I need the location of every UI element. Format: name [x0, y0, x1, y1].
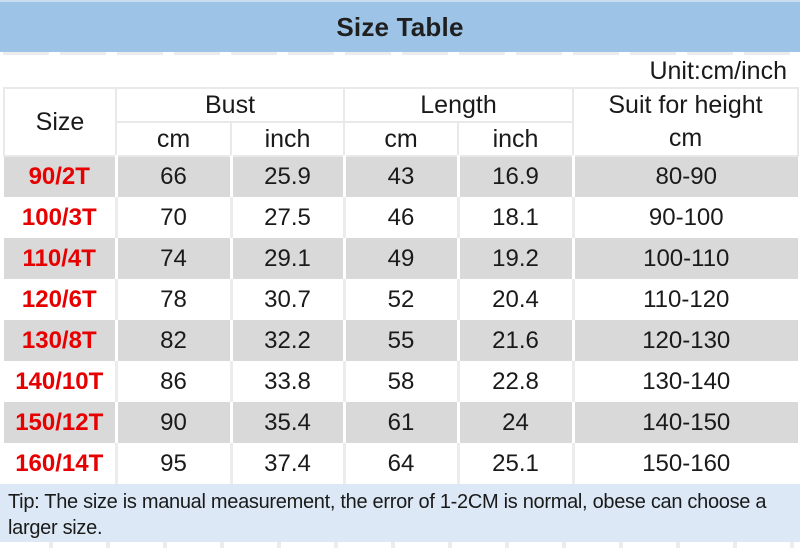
bust-cm-cell: 78 [114, 279, 231, 320]
size-table-header: Size Bust Length Suit for height cm cm i… [3, 87, 799, 157]
length-inch-cell: 16.9 [456, 156, 573, 197]
bust-cm-cell: 82 [114, 320, 231, 361]
col-subheader-bust-cm: cm [115, 121, 232, 157]
height-cell: 80-90 [571, 156, 798, 197]
length-inch-cell: 24 [456, 402, 573, 443]
bust-inch-cell: 29.1 [229, 238, 344, 279]
length-inch-cell: 25.1 [456, 443, 573, 484]
col-header-suit-label: Suit for height [608, 91, 763, 119]
size-cell: 130/8T [4, 320, 116, 361]
size-cell: 160/14T [4, 443, 116, 484]
height-cell: 130-140 [571, 361, 798, 402]
size-cell: 90/2T [4, 156, 116, 197]
bust-inch-cell: 32.2 [229, 320, 344, 361]
length-cm-cell: 43 [342, 156, 458, 197]
length-cm-cell: 64 [342, 443, 458, 484]
size-row: 160/14T 95 37.4 64 25.1 150-160 [4, 443, 798, 484]
length-inch-cell: 21.6 [456, 320, 573, 361]
col-header-suit-unit: cm [668, 124, 703, 152]
bust-cm-cell: 86 [114, 361, 231, 402]
size-row: 110/4T 74 29.1 49 19.2 100-110 [4, 238, 798, 279]
bust-cm-cell: 66 [114, 156, 231, 197]
size-row: 130/8T 82 32.2 55 21.6 120-130 [4, 320, 798, 361]
size-table: Size Bust Length Suit for height cm cm i… [3, 87, 799, 484]
height-cell: 90-100 [571, 197, 798, 238]
col-header-length: Length [343, 87, 574, 123]
unit-row: Unit:cm/inch [3, 55, 797, 87]
bust-inch-cell: 27.5 [229, 197, 344, 238]
size-row: 100/3T 70 27.5 46 18.1 90-100 [4, 197, 798, 238]
col-subheader-length-inch: inch [457, 121, 574, 157]
tip-text: Tip: The size is manual measurement, the… [8, 491, 767, 539]
grid-dash-bottom [3, 542, 797, 548]
length-inch-cell: 22.8 [456, 361, 573, 402]
col-subheader-length-cm: cm [343, 121, 459, 157]
length-cm-cell: 49 [342, 238, 458, 279]
unit-label: Unit:cm/inch [649, 56, 787, 85]
height-cell: 110-120 [571, 279, 798, 320]
col-header-bust: Bust [115, 87, 345, 123]
bust-cm-cell: 90 [114, 402, 231, 443]
size-cell: 140/10T [4, 361, 116, 402]
size-table-body: 90/2T 66 25.9 43 16.9 80-90 100/3T 70 27… [4, 156, 798, 484]
size-row: 150/12T 90 35.4 61 24 140-150 [4, 402, 798, 443]
size-cell: 110/4T [4, 238, 116, 279]
length-cm-cell: 52 [342, 279, 458, 320]
size-row: 90/2T 66 25.9 43 16.9 80-90 [4, 156, 798, 197]
bust-inch-cell: 35.4 [229, 402, 344, 443]
height-cell: 100-110 [571, 238, 798, 279]
bust-cm-cell: 74 [114, 238, 231, 279]
bust-cm-cell: 95 [114, 443, 231, 484]
height-cell: 120-130 [571, 320, 798, 361]
title-bar: Size Table [0, 0, 800, 52]
size-row: 120/6T 78 30.7 52 20.4 110-120 [4, 279, 798, 320]
length-cm-cell: 46 [342, 197, 458, 238]
header-row-groups: Size Bust Length Suit for height cm [3, 87, 799, 157]
col-header-size: Size [3, 87, 117, 157]
size-row: 140/10T 86 33.8 58 22.8 130-140 [4, 361, 798, 402]
length-inch-cell: 18.1 [456, 197, 573, 238]
length-cm-cell: 61 [342, 402, 458, 443]
bust-inch-cell: 30.7 [229, 279, 344, 320]
size-cell: 120/6T [4, 279, 116, 320]
grid-dash-top [3, 52, 797, 55]
header-row-units: cm inch cm inch [4, 121, 798, 157]
bust-cm-cell: 70 [114, 197, 231, 238]
length-cm-cell: 58 [342, 361, 458, 402]
length-cm-cell: 55 [342, 320, 458, 361]
page-title: Size Table [336, 11, 464, 42]
size-cell: 100/3T [4, 197, 116, 238]
height-cell: 150-160 [571, 443, 798, 484]
col-header-suit: Suit for height cm [572, 87, 799, 157]
bust-inch-cell: 37.4 [229, 443, 344, 484]
bust-inch-cell: 33.8 [229, 361, 344, 402]
col-subheader-bust-inch: inch [230, 121, 345, 157]
tip-box: Tip: The size is manual measurement, the… [0, 484, 800, 542]
height-cell: 140-150 [571, 402, 798, 443]
bust-inch-cell: 25.9 [229, 156, 344, 197]
length-inch-cell: 20.4 [456, 279, 573, 320]
size-cell: 150/12T [4, 402, 116, 443]
length-inch-cell: 19.2 [456, 238, 573, 279]
